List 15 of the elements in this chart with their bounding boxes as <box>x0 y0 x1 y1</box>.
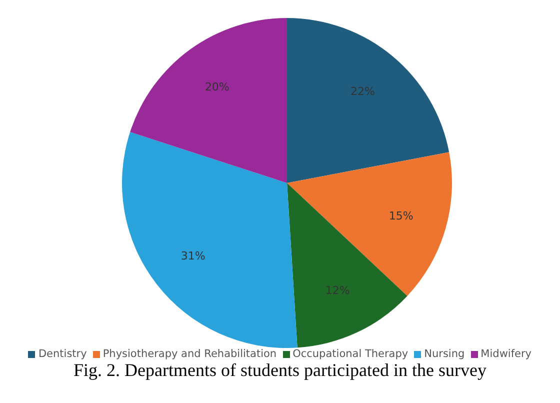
legend-label: Nursing <box>423 348 465 360</box>
data-label: 22% <box>350 84 375 98</box>
legend-label: Occupational Therapy <box>292 348 408 360</box>
legend-label: Physiotherapy and Rehabilitation <box>102 348 277 360</box>
pie-slice <box>287 152 452 296</box>
legend-label: Dentistry <box>37 348 87 360</box>
legend-label: Midwifery <box>480 348 532 360</box>
data-label: 12% <box>325 284 350 297</box>
pie-slice <box>130 18 287 183</box>
data-label: 15% <box>388 210 414 223</box>
data-label: 31% <box>180 249 206 262</box>
pie-slice <box>287 18 450 183</box>
data-label: 20% <box>204 80 230 94</box>
pie-slice <box>122 132 298 348</box>
caption: Fig. 2. Departments of students participated in the survey <box>72 360 488 381</box>
